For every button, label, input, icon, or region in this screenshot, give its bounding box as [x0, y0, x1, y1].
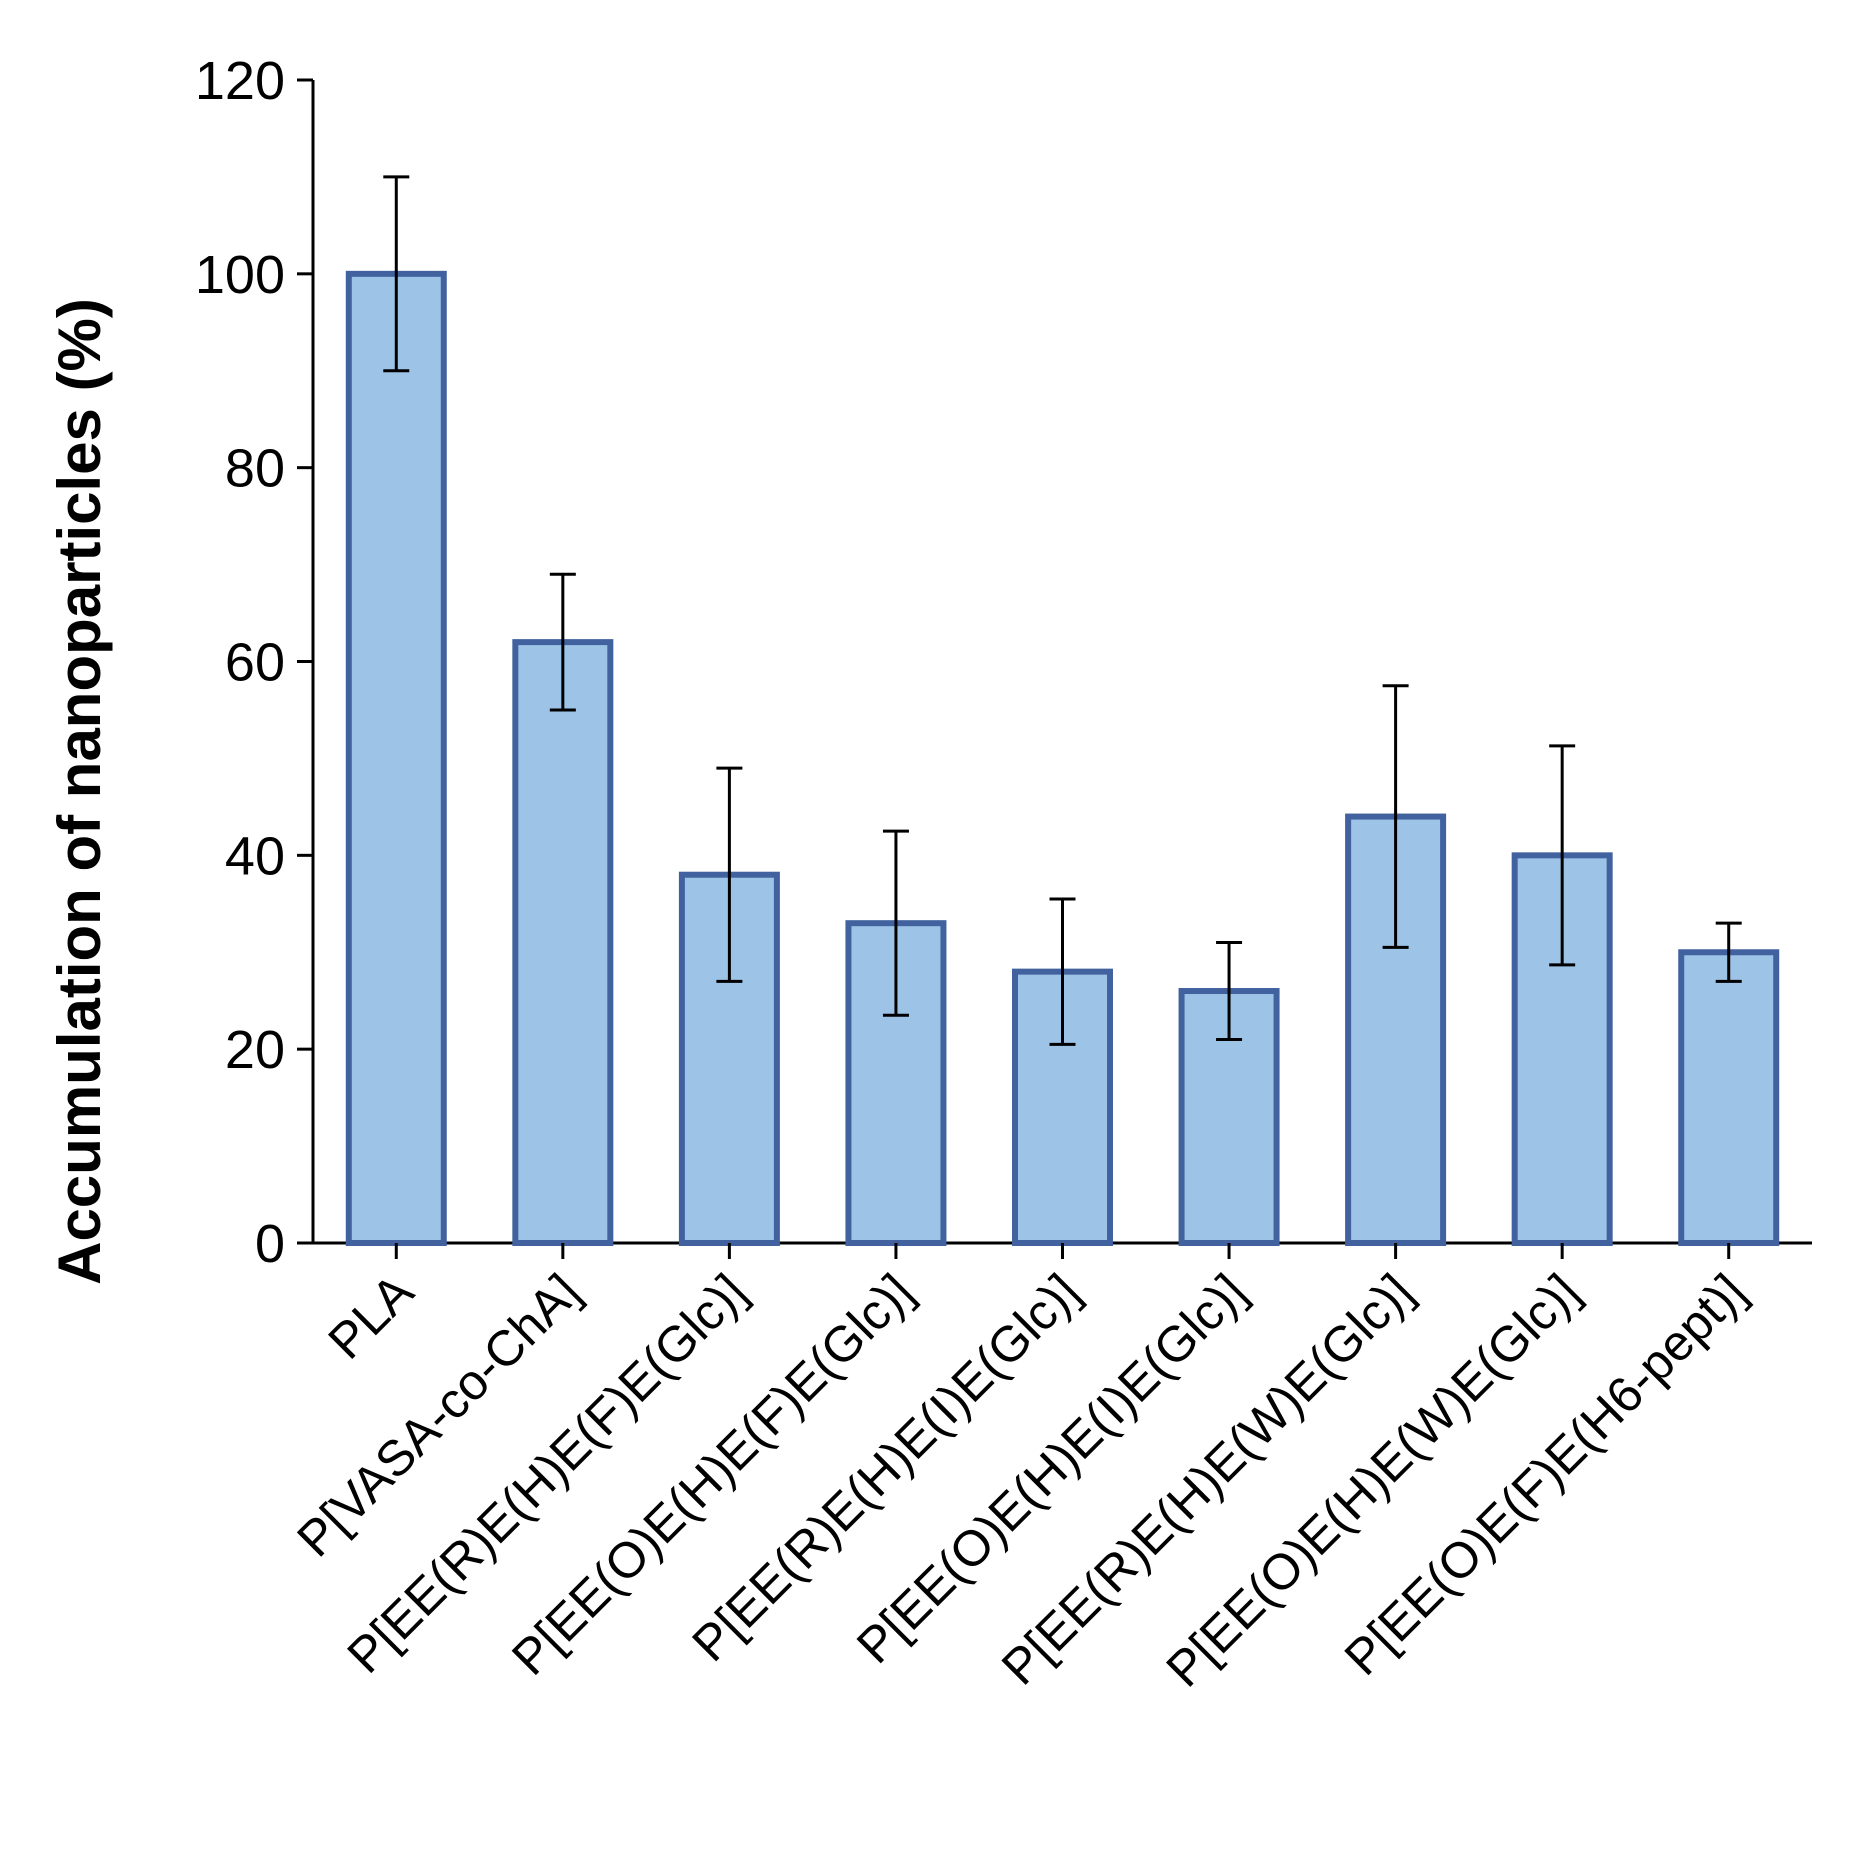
error-bar — [549, 572, 576, 712]
error-bars — [383, 175, 1742, 1046]
y-tick-label: 0 — [255, 1214, 285, 1274]
y-tick-label: 20 — [225, 1020, 285, 1080]
x-tick-labels: PLAP[VASA-co-ChA]P[EE(R)E(H)E(F)E(Glc)]P… — [286, 1243, 1757, 1698]
x-tick-label: P[VASA-co-ChA] — [286, 1263, 590, 1567]
y-tick-label: 40 — [225, 826, 285, 886]
error-bar — [383, 175, 410, 373]
error-bar — [716, 766, 743, 983]
error-bar — [882, 829, 909, 1017]
error-bar — [1715, 921, 1742, 983]
bar — [1678, 949, 1780, 1246]
bars — [345, 270, 1780, 1247]
y-tick-label: 100 — [195, 245, 285, 305]
bar — [345, 270, 447, 1247]
y-tick-label: 80 — [225, 439, 285, 499]
error-bar — [1549, 744, 1576, 967]
y-tick-label: 120 — [195, 51, 285, 111]
bar — [512, 639, 614, 1246]
error-bar — [1216, 941, 1243, 1041]
error-bar — [1382, 684, 1409, 949]
error-bar — [1049, 897, 1076, 1046]
y-tick-label: 60 — [225, 633, 285, 693]
y-ticks: 0 20 40 60 80 100 120 — [195, 51, 313, 1274]
x-tick-label: PLA — [318, 1263, 425, 1370]
y-axis-title: Accumulation of nanoparticles (%) — [46, 298, 113, 1285]
